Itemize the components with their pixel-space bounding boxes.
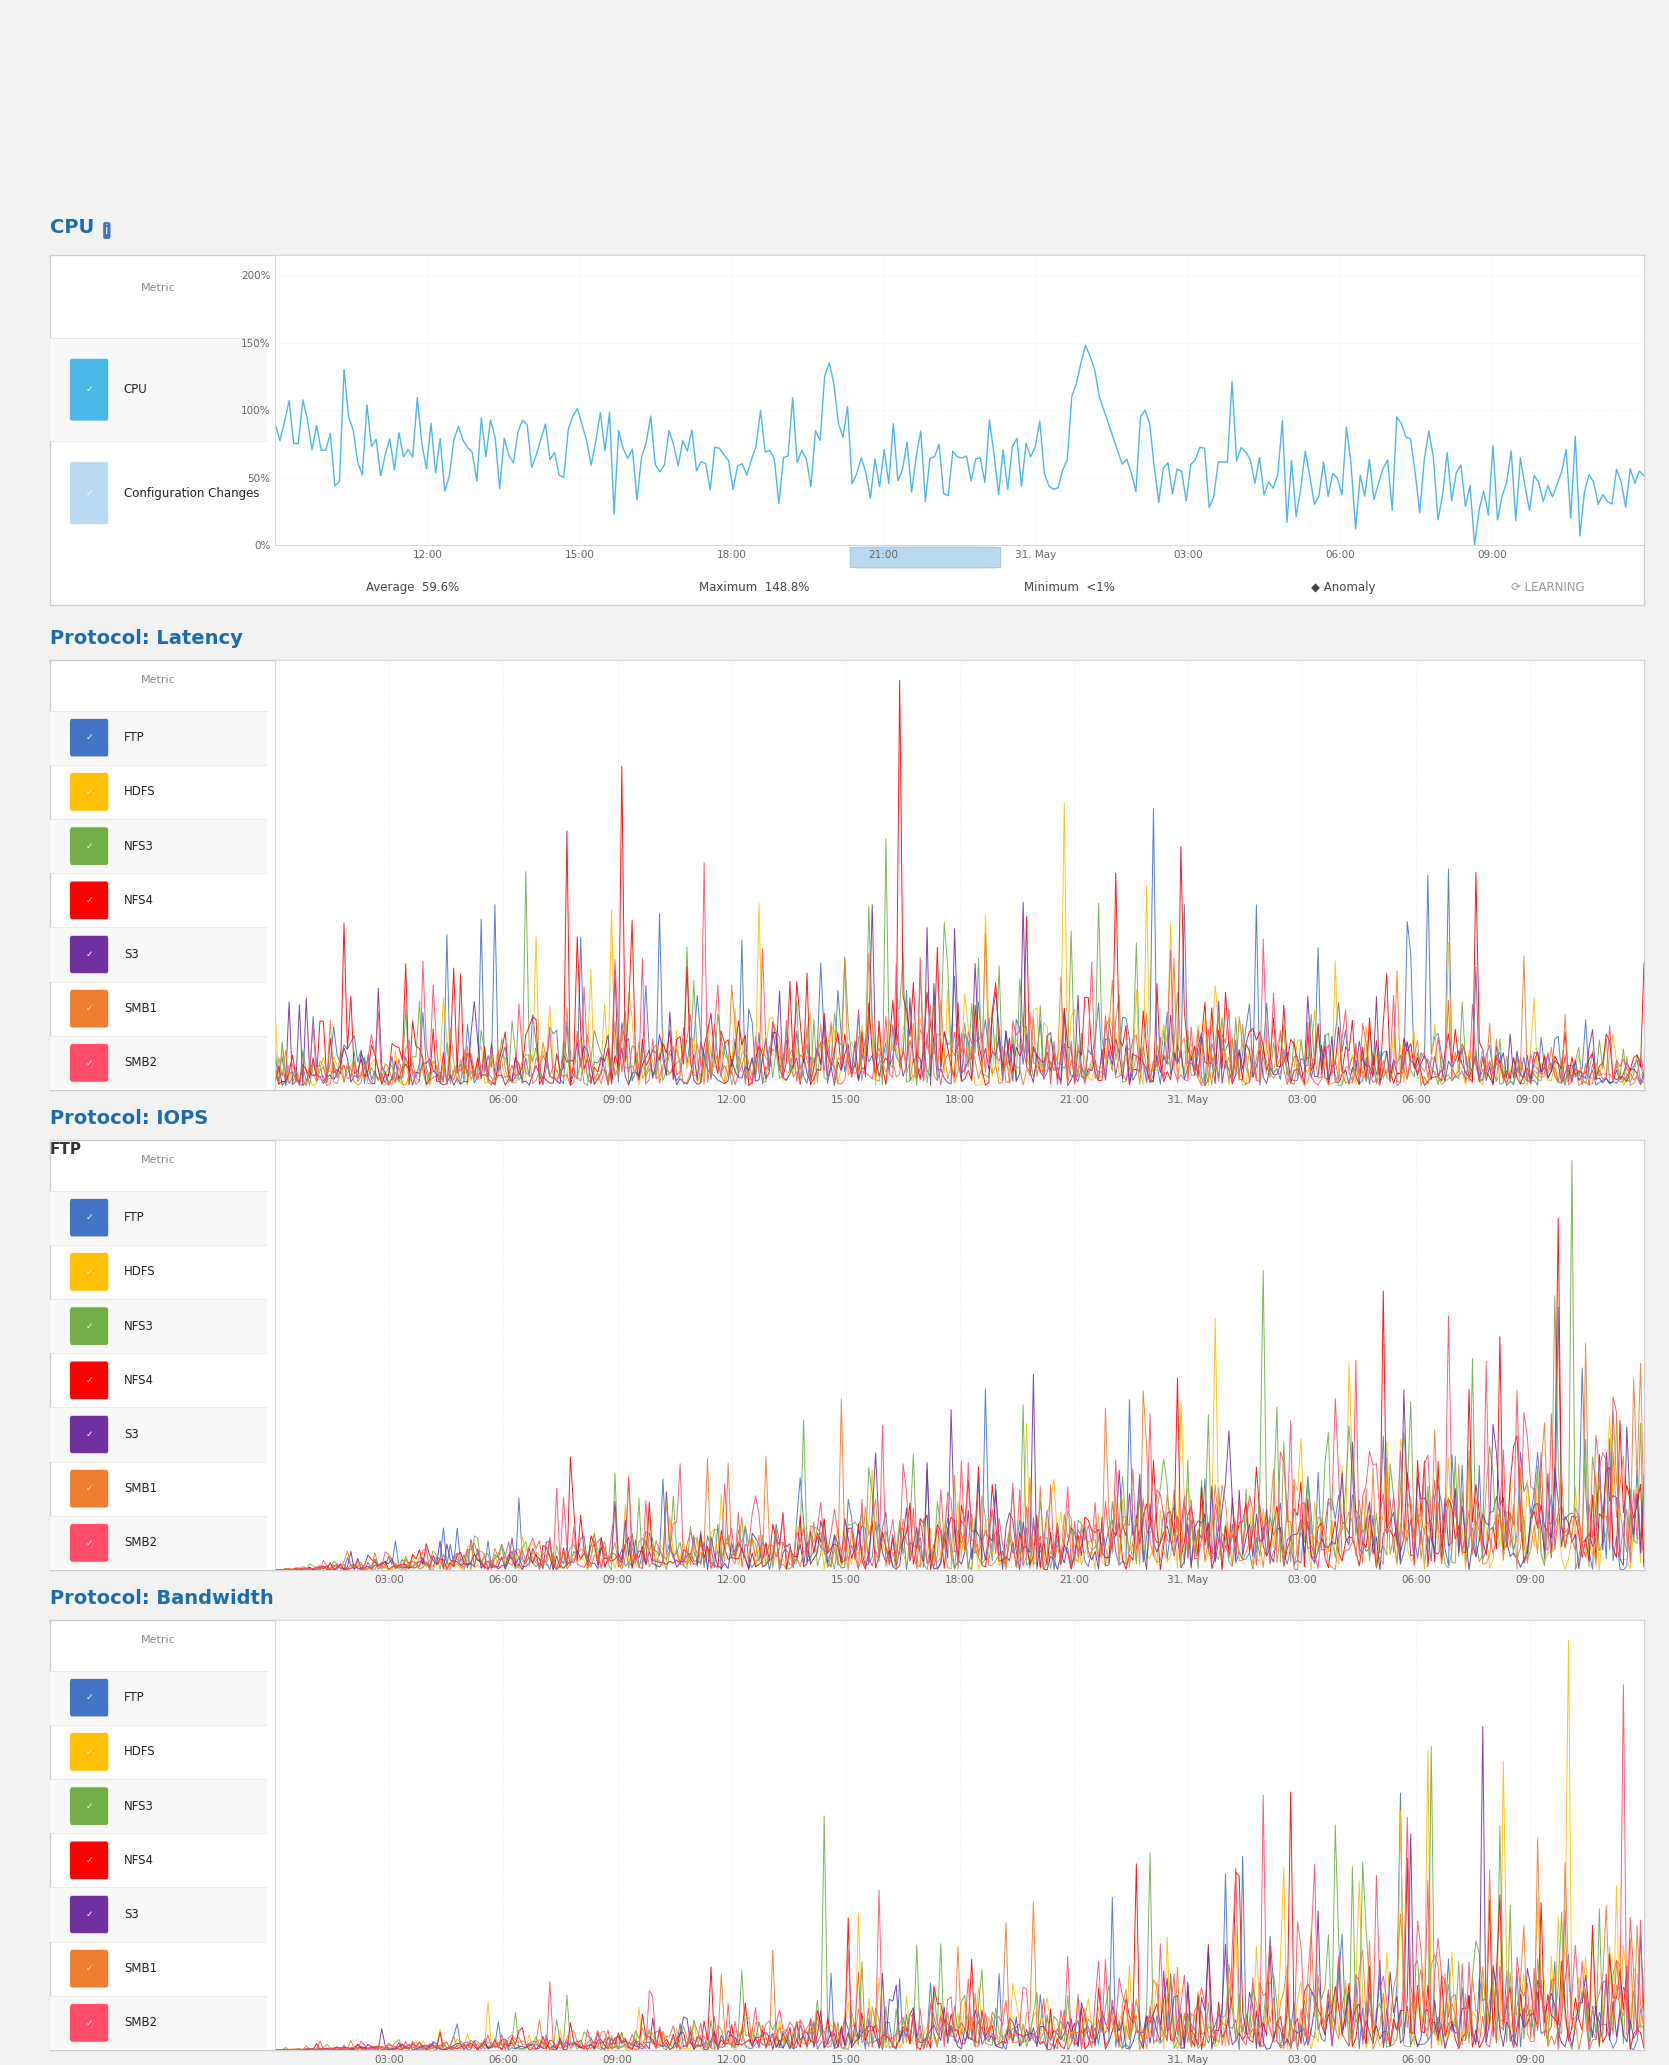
Text: NFS4: NFS4 xyxy=(124,1373,154,1388)
Text: Protocol: Bandwidth: Protocol: Bandwidth xyxy=(50,1588,274,1609)
FancyBboxPatch shape xyxy=(70,1253,108,1291)
Text: ✓: ✓ xyxy=(85,1801,93,1811)
Text: ✓: ✓ xyxy=(85,950,93,958)
Bar xyxy=(50,339,267,442)
Text: Maximum  148.8%: Maximum 148.8% xyxy=(699,580,809,595)
Text: Protocol: IOPS: Protocol: IOPS xyxy=(50,1109,209,1127)
Bar xyxy=(50,820,267,873)
Text: S3: S3 xyxy=(124,1429,139,1441)
FancyBboxPatch shape xyxy=(70,719,108,758)
Text: ⟳ LEARNING: ⟳ LEARNING xyxy=(1512,580,1586,595)
Text: SMB1: SMB1 xyxy=(124,1483,157,1495)
Text: Metric: Metric xyxy=(142,1635,175,1646)
FancyBboxPatch shape xyxy=(70,1733,108,1772)
Bar xyxy=(50,710,267,764)
Bar xyxy=(50,1192,267,1245)
Bar xyxy=(50,1516,267,1569)
FancyBboxPatch shape xyxy=(70,1307,108,1344)
FancyBboxPatch shape xyxy=(70,1043,108,1082)
Text: ✓: ✓ xyxy=(85,1910,93,1918)
Text: ✓: ✓ xyxy=(85,843,93,851)
Text: ✓: ✓ xyxy=(85,1214,93,1222)
Text: ✓: ✓ xyxy=(85,896,93,904)
Text: Metric: Metric xyxy=(142,1154,175,1165)
Text: NFS3: NFS3 xyxy=(124,1799,154,1813)
Bar xyxy=(50,1037,267,1090)
FancyBboxPatch shape xyxy=(70,1524,108,1561)
Text: ◆ Anomaly: ◆ Anomaly xyxy=(1310,580,1375,595)
Text: ✓: ✓ xyxy=(85,1429,93,1439)
Text: ✓: ✓ xyxy=(85,787,93,797)
Text: FTP: FTP xyxy=(124,1691,145,1704)
Text: ✓: ✓ xyxy=(85,386,93,394)
Text: FTP: FTP xyxy=(50,1142,82,1156)
Bar xyxy=(50,1778,267,1834)
Bar xyxy=(50,1995,267,2051)
Text: ✓: ✓ xyxy=(85,489,93,498)
FancyBboxPatch shape xyxy=(70,1896,108,1933)
Text: ✓: ✓ xyxy=(85,1693,93,1702)
Text: Average  59.6%: Average 59.6% xyxy=(366,580,459,595)
Text: ✓: ✓ xyxy=(85,1004,93,1014)
Text: ✓: ✓ xyxy=(85,1747,93,1757)
Text: CPU: CPU xyxy=(50,219,95,237)
Text: Minimum  <1%: Minimum <1% xyxy=(1023,580,1115,595)
FancyBboxPatch shape xyxy=(850,547,1001,568)
Text: Protocol: Latency: Protocol: Latency xyxy=(50,630,244,648)
Text: NFS4: NFS4 xyxy=(124,1854,154,1867)
Text: ✓: ✓ xyxy=(85,1268,93,1276)
Text: Metric: Metric xyxy=(142,675,175,686)
Text: ✓: ✓ xyxy=(85,733,93,741)
Bar xyxy=(50,1671,267,1724)
Text: S3: S3 xyxy=(124,948,139,960)
Bar xyxy=(50,927,267,981)
Text: ✓: ✓ xyxy=(85,1375,93,1386)
Text: SMB1: SMB1 xyxy=(124,1962,157,1976)
FancyBboxPatch shape xyxy=(70,772,108,812)
Text: FTP: FTP xyxy=(124,1212,145,1225)
Text: HDFS: HDFS xyxy=(124,785,155,799)
FancyBboxPatch shape xyxy=(70,1679,108,1716)
Text: Metric: Metric xyxy=(142,283,175,293)
FancyBboxPatch shape xyxy=(70,463,108,525)
Text: i: i xyxy=(105,223,108,237)
Text: SMB2: SMB2 xyxy=(124,1536,157,1549)
Bar xyxy=(50,1887,267,1941)
Text: S3: S3 xyxy=(124,1908,139,1920)
Text: SMB2: SMB2 xyxy=(124,1057,157,1070)
FancyBboxPatch shape xyxy=(70,1842,108,1879)
Text: NFS4: NFS4 xyxy=(124,894,154,907)
Text: NFS3: NFS3 xyxy=(124,840,154,853)
Text: ✓: ✓ xyxy=(85,1964,93,1974)
FancyBboxPatch shape xyxy=(70,1470,108,1507)
Text: ✓: ✓ xyxy=(85,1059,93,1068)
Text: FTP: FTP xyxy=(124,731,145,743)
Text: ✓: ✓ xyxy=(85,1485,93,1493)
FancyBboxPatch shape xyxy=(70,826,108,865)
Text: ✓: ✓ xyxy=(85,1322,93,1330)
FancyBboxPatch shape xyxy=(70,1949,108,1989)
Text: ✓: ✓ xyxy=(85,1538,93,1547)
FancyBboxPatch shape xyxy=(70,935,108,975)
Text: HDFS: HDFS xyxy=(124,1745,155,1759)
FancyBboxPatch shape xyxy=(70,882,108,919)
Text: SMB1: SMB1 xyxy=(124,1002,157,1016)
Bar xyxy=(50,1299,267,1353)
FancyBboxPatch shape xyxy=(70,1786,108,1825)
FancyBboxPatch shape xyxy=(70,1415,108,1454)
Text: NFS3: NFS3 xyxy=(124,1320,154,1332)
FancyBboxPatch shape xyxy=(70,2003,108,2042)
FancyBboxPatch shape xyxy=(70,1198,108,1237)
Bar xyxy=(50,1408,267,1462)
FancyBboxPatch shape xyxy=(70,989,108,1028)
FancyBboxPatch shape xyxy=(70,1361,108,1400)
Text: HDFS: HDFS xyxy=(124,1266,155,1278)
Text: SMB2: SMB2 xyxy=(124,2015,157,2030)
FancyBboxPatch shape xyxy=(70,357,108,421)
Text: ✓: ✓ xyxy=(85,1856,93,1865)
Text: Configuration Changes: Configuration Changes xyxy=(124,487,259,500)
Text: CPU: CPU xyxy=(124,384,147,396)
Text: ✓: ✓ xyxy=(85,2018,93,2028)
